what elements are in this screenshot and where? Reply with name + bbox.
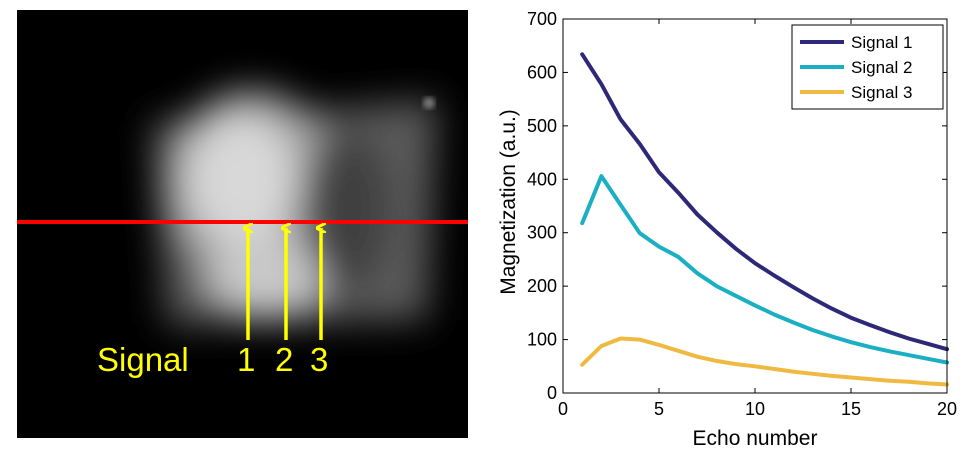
x-tick-label: 5 — [654, 399, 664, 419]
legend-label-1: Signal 1 — [851, 33, 912, 52]
y-axis-label: Magnetization (a.u.) — [497, 109, 520, 295]
plot-area — [580, 52, 949, 387]
legend: Signal 1 Signal 2 Signal 3 — [791, 24, 944, 110]
y-tick-label: 600 — [527, 62, 557, 82]
y-tick-label: 700 — [527, 9, 557, 29]
bright-speck — [423, 97, 435, 109]
legend-label-2: Signal 2 — [851, 58, 912, 77]
y-tick-label: 0 — [547, 383, 557, 403]
x-tick-label: 15 — [841, 399, 861, 419]
legend-label-3: Signal 3 — [851, 83, 912, 102]
x-axis-label: Echo number — [693, 427, 818, 450]
mri-image — [17, 10, 468, 438]
signal-number-1: 1 — [237, 341, 256, 378]
mri-image-panel: Signal 1 2 3 — [17, 10, 468, 438]
series-line-3 — [580, 336, 949, 387]
y-tick-label: 400 — [527, 169, 557, 189]
series-line-1 — [580, 52, 949, 352]
y-tick-label: 200 — [527, 276, 557, 296]
y-tick-label: 300 — [527, 223, 557, 243]
y-tick-label: 500 — [527, 116, 557, 136]
y-tick-label: 100 — [527, 330, 557, 350]
signal-number-3: 3 — [310, 341, 329, 378]
x-tick-label: 0 — [558, 399, 568, 419]
phantom-blob — [152, 90, 437, 325]
x-tick-label: 20 — [937, 399, 957, 419]
x-tick-label: 10 — [745, 399, 765, 419]
signal-number-2: 2 — [275, 341, 294, 378]
signal-word-label: Signal — [97, 341, 189, 378]
series-line-2 — [580, 174, 949, 365]
